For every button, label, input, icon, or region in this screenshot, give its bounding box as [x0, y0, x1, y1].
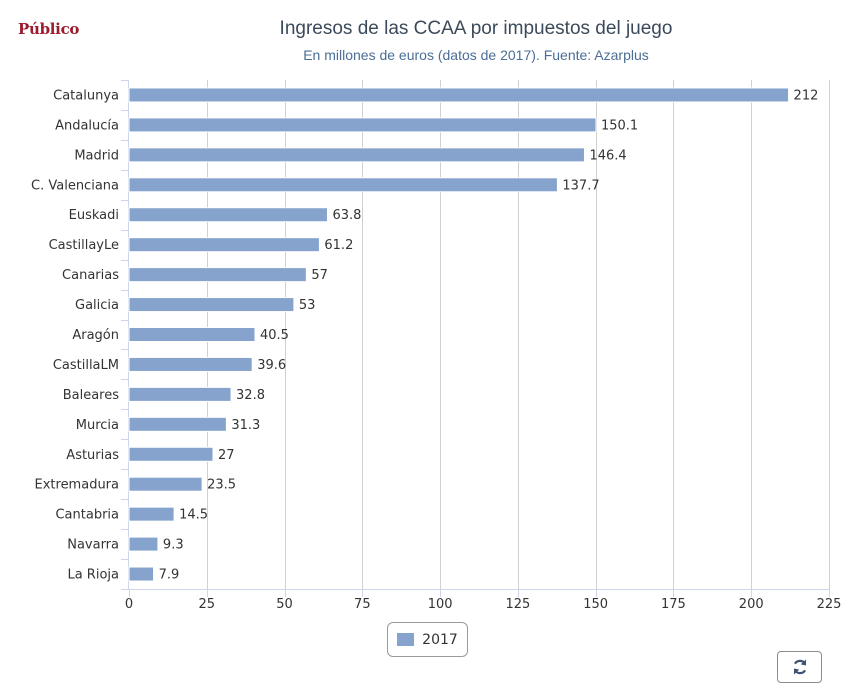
refresh-icon: [793, 659, 806, 675]
bar-12: [128, 446, 214, 462]
category-label-6: Canarias: [62, 268, 119, 283]
bar-9: [128, 356, 253, 372]
chart-subtitle: En millones de euros (datos de 2017). Fu…: [303, 47, 649, 63]
bar-6: [128, 267, 307, 283]
bar-15: [128, 536, 159, 552]
bar-2: [128, 147, 585, 163]
category-label-16: La Rioja: [67, 568, 119, 583]
chart-title: Ingresos de las CCAA por impuestos del j…: [279, 18, 673, 39]
bar-3: [128, 177, 558, 193]
category-label-13: Extremadura: [35, 478, 120, 493]
data-label-6: 57: [311, 268, 328, 283]
bar-1: [128, 117, 597, 133]
x-tick-label-225: 225: [817, 597, 842, 612]
bar-4: [128, 207, 328, 223]
data-label-4: 63.8: [332, 208, 361, 223]
category-label-2: Madrid: [74, 148, 119, 163]
category-label-8: Aragón: [72, 328, 119, 343]
x-tick-label-125: 125: [505, 597, 530, 612]
legend-item-2017[interactable]: 2017: [387, 622, 468, 657]
x-tick-label-150: 150: [583, 597, 608, 612]
x-tick-label-200: 200: [739, 597, 764, 612]
bar-5: [128, 237, 320, 253]
category-label-9: CastillaLM: [53, 358, 119, 373]
category-label-7: Galicia: [75, 298, 119, 313]
category-label-0: Catalunya: [53, 88, 119, 103]
bar-16: [128, 566, 155, 582]
legend-label: 2017: [422, 631, 458, 648]
data-label-14: 14.5: [179, 508, 208, 523]
bar-7: [128, 297, 295, 313]
data-label-10: 32.8: [236, 388, 265, 403]
data-label-9: 39.6: [257, 358, 286, 373]
category-label-11: Murcia: [76, 418, 119, 433]
data-label-12: 27: [218, 448, 235, 463]
bar-11: [128, 416, 227, 432]
category-label-5: CastillayLe: [49, 238, 119, 253]
data-label-8: 40.5: [260, 328, 289, 343]
category-label-14: Cantabria: [55, 508, 119, 523]
refresh-button[interactable]: [777, 651, 822, 683]
bar-0: [128, 87, 790, 103]
bar-14: [128, 506, 175, 522]
x-tick-label-100: 100: [428, 597, 453, 612]
category-label-1: Andalucía: [55, 118, 119, 133]
brand-logo: Público: [18, 20, 80, 38]
bar-8: [128, 327, 256, 342]
x-tick-label-0: 0: [125, 597, 133, 612]
category-label-3: C. Valenciana: [31, 178, 119, 193]
x-tick-label-50: 50: [276, 597, 293, 612]
data-label-5: 61.2: [324, 238, 353, 253]
x-tick-label-75: 75: [354, 597, 371, 612]
data-label-13: 23.5: [207, 478, 236, 493]
category-label-10: Baleares: [63, 388, 120, 403]
category-label-4: Euskadi: [69, 208, 119, 223]
x-tick-label-25: 25: [199, 597, 216, 612]
data-label-0: 212: [794, 88, 819, 103]
data-label-16: 7.9: [159, 568, 180, 583]
x-tick-label-175: 175: [661, 597, 686, 612]
data-label-15: 9.3: [163, 538, 184, 553]
category-label-12: Asturias: [66, 448, 119, 463]
data-label-11: 31.3: [231, 418, 260, 433]
legend-swatch: [397, 633, 415, 646]
category-label-15: Navarra: [67, 538, 119, 553]
data-label-7: 53: [299, 298, 316, 313]
data-label-3: 137.7: [562, 178, 599, 193]
bar-10: [128, 386, 232, 402]
bar-13: [128, 476, 203, 492]
data-label-2: 146.4: [589, 148, 626, 163]
data-label-1: 150.1: [601, 118, 638, 133]
